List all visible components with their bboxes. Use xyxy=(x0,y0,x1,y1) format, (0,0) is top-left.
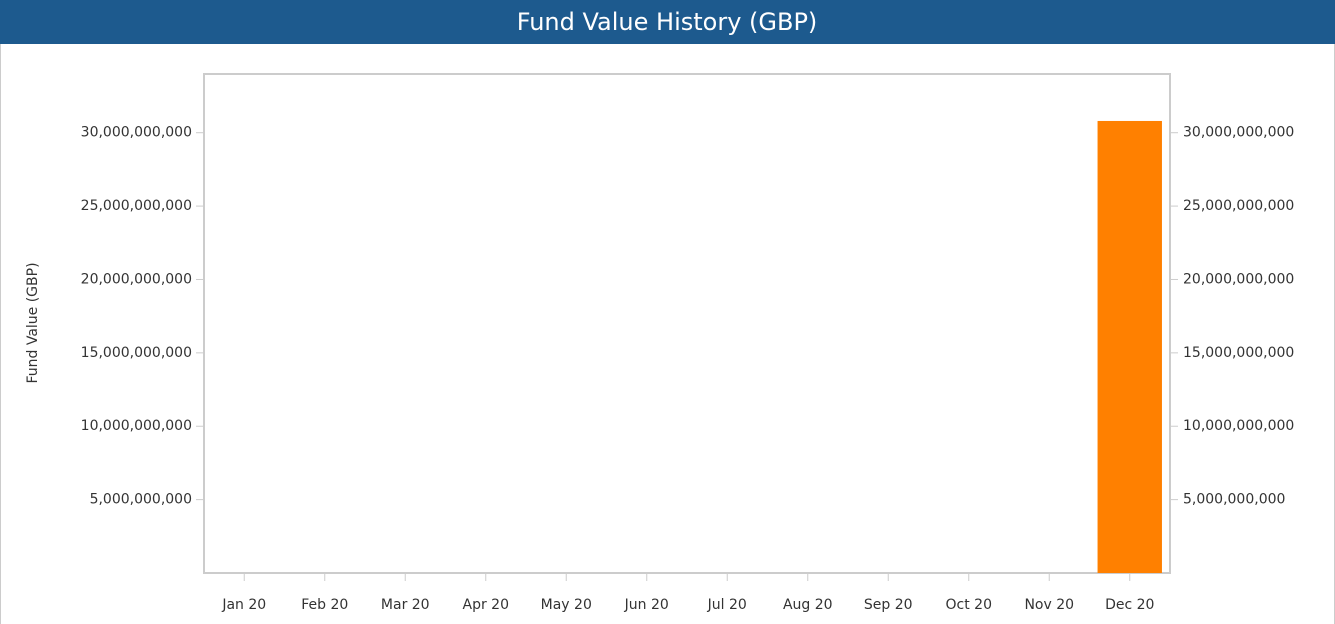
y-tick-label: 25,000,000,000 xyxy=(81,198,192,214)
x-tick-label: Jun 20 xyxy=(624,597,669,613)
x-tick-label: Jan 20 xyxy=(221,597,266,613)
y-tick-label: 5,000,000,000 xyxy=(90,492,192,508)
x-tick-label: Nov 20 xyxy=(1024,597,1074,613)
x-tick-label: Aug 20 xyxy=(783,597,833,613)
y-tick-label: 20,000,000,000 xyxy=(81,271,192,287)
title-bar xyxy=(0,0,1335,44)
plot-area xyxy=(203,73,1171,574)
chart-title: Fund Value History (GBP) xyxy=(517,8,818,36)
x-tick-label: Oct 20 xyxy=(946,597,992,613)
x-tick-label: Apr 20 xyxy=(463,597,509,613)
x-tick-label: Mar 20 xyxy=(381,597,430,613)
x-tick-label: Dec 20 xyxy=(1105,597,1154,613)
bar xyxy=(1097,120,1162,573)
y-axis-label: Fund Value (GBP) xyxy=(25,262,41,383)
y-tick-label: 15,000,000,000 xyxy=(81,345,192,361)
y2-tick-label: 15,000,000,000 xyxy=(1183,345,1294,361)
y-tick-label: 10,000,000,000 xyxy=(81,418,192,434)
y2-tick-label: 20,000,000,000 xyxy=(1183,271,1294,287)
y2-tick-label: 10,000,000,000 xyxy=(1183,418,1294,434)
y2-tick-label: 5,000,000,000 xyxy=(1183,492,1285,508)
x-tick-label: Sep 20 xyxy=(864,597,913,613)
x-tick-label: Feb 20 xyxy=(301,597,348,613)
y2-tick-label: 30,000,000,000 xyxy=(1183,125,1294,141)
y-tick-label: 30,000,000,000 xyxy=(81,125,192,141)
x-tick-label: May 20 xyxy=(541,597,592,613)
y2-tick-label: 25,000,000,000 xyxy=(1183,198,1294,214)
x-tick-label: Jul 20 xyxy=(707,597,747,613)
